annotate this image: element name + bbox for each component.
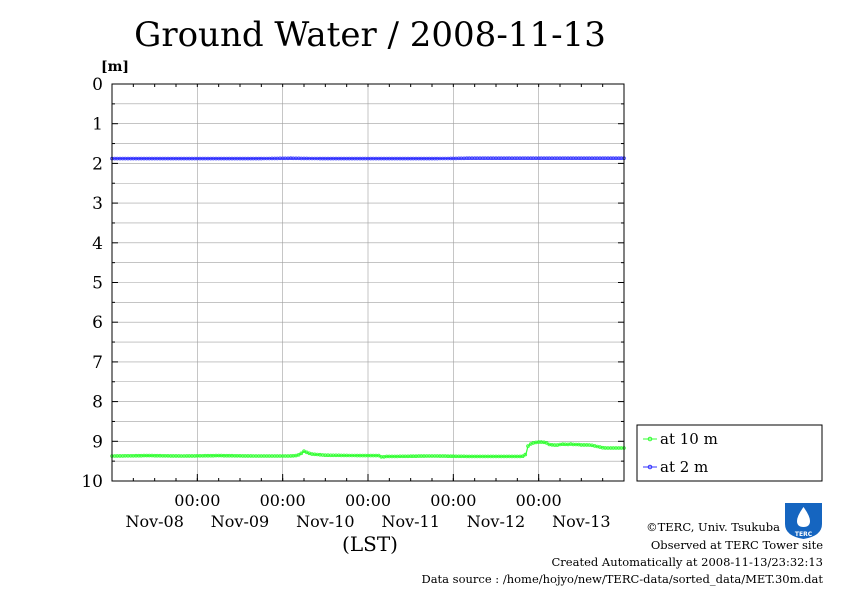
y-axis-label: [m]: [101, 59, 129, 75]
y-tick-label: 2: [92, 154, 103, 174]
credit-created: Created Automatically at 2008-11-13/23:3…: [552, 555, 824, 569]
y-tick-label: 6: [92, 313, 103, 333]
legend-label-2m: at 2 m: [660, 458, 708, 476]
grid: [112, 84, 624, 481]
legend-box: [636, 424, 823, 482]
series-point: [296, 452, 301, 457]
x-axis-ticks: 00:00 00:00 00:00 00:00 00:00 Nov-08 Nov-09 Nov…: [125, 84, 611, 531]
x-tick-time: 00:00: [345, 491, 391, 510]
x-tick-date: Nov-12: [467, 512, 525, 531]
y-tick-label: 7: [92, 353, 103, 373]
legend-marker-2m: [647, 464, 653, 470]
y-axis-ticks: 0 1 2 3 4 5 6 7 8 9 10: [81, 75, 624, 492]
series-point: [299, 451, 304, 456]
series-at-10-m: [110, 440, 626, 459]
x-tick-time: 00:00: [260, 491, 306, 510]
x-tick-date: Nov-09: [211, 512, 269, 531]
y-tick-label: 8: [92, 393, 103, 413]
x-tick-date: Nov-13: [552, 512, 610, 531]
legend-label-10m: at 10 m: [660, 430, 718, 448]
credit-source: Data source : /home/hojyo/new/TERC-data/…: [421, 572, 823, 586]
x-tick-time: 00:00: [430, 491, 476, 510]
x-tick-date: Nov-10: [296, 512, 354, 531]
credit-copyright: ©TERC, Univ. Tsukuba: [646, 520, 780, 534]
y-tick-label: 10: [81, 472, 103, 492]
water-drop-icon: [797, 507, 810, 527]
legend: at 10 m at 2 m: [636, 424, 823, 482]
x-tick-date: Nov-11: [381, 512, 439, 531]
terc-logo-text: TERC: [795, 531, 813, 538]
x-axis-label: (LST): [342, 532, 398, 556]
terc-logo: TERC: [785, 503, 822, 539]
credits: ©TERC, Univ. Tsukuba Observed at TERC To…: [421, 520, 823, 586]
y-tick-label: 5: [92, 274, 103, 294]
y-tick-label: 0: [92, 75, 103, 95]
series-at-2-m: [110, 156, 626, 161]
y-tick-label: 4: [92, 234, 103, 254]
y-tick-label: 1: [92, 115, 103, 135]
y-tick-label: 9: [92, 432, 103, 452]
series-point: [544, 441, 549, 445]
y-tick-label: 3: [92, 194, 103, 214]
credit-observed: Observed at TERC Tower site: [651, 538, 823, 552]
series-point: [523, 452, 528, 457]
series-layer: [110, 156, 626, 459]
x-tick-time: 00:00: [174, 491, 220, 510]
series-point: [520, 454, 525, 459]
chart-title: Ground Water / 2008-11-13: [134, 15, 606, 55]
series-point: [526, 444, 530, 448]
legend-marker-10m: [647, 436, 653, 442]
x-tick-date: Nov-08: [125, 512, 183, 531]
x-tick-time: 00:00: [516, 491, 562, 510]
